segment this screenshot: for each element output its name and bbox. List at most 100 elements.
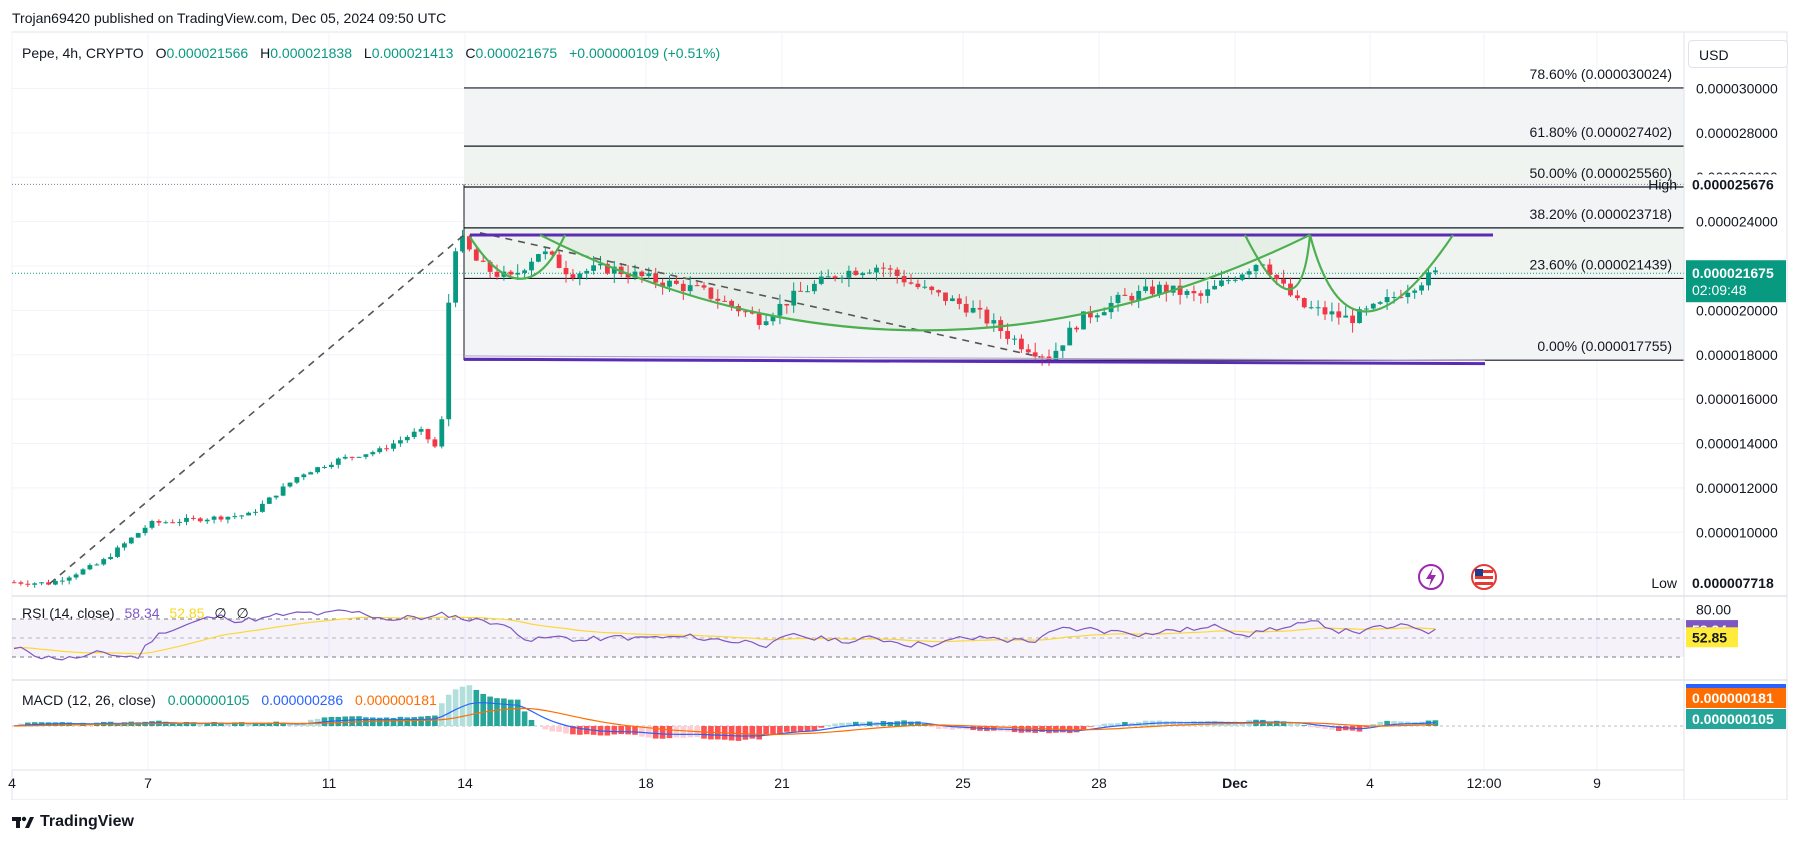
macd-legend: MACD (12, 26, close) 0.000000105 0.00000… — [22, 692, 437, 708]
candle-body — [1067, 327, 1073, 346]
high-label: High — [1648, 176, 1677, 192]
candle-body — [956, 298, 962, 304]
lightning-icon[interactable] — [1418, 564, 1444, 590]
candle-body — [1101, 312, 1107, 316]
macd-hist-bar — [749, 726, 756, 739]
signal-badge — [1686, 688, 1786, 708]
macd-hist-bar — [238, 722, 245, 726]
candle-body — [632, 271, 638, 278]
candle-body — [301, 474, 307, 478]
candle-body — [1370, 303, 1376, 309]
macd-hist-bar — [563, 726, 569, 734]
macd-hist-bar — [445, 694, 452, 726]
macd-hist-bar — [908, 721, 914, 726]
candle-body — [818, 276, 824, 284]
macd-hist-bar — [25, 722, 31, 726]
candle-body — [239, 515, 245, 517]
candle-body — [887, 268, 893, 270]
candle-body — [315, 467, 320, 473]
candle-body — [363, 454, 369, 457]
macd-hist-bar — [797, 726, 804, 732]
candle-body — [1329, 311, 1335, 315]
candle-body — [308, 472, 314, 475]
macd-hist-bar — [480, 693, 486, 726]
macd-hist-bar — [949, 726, 956, 730]
candle-body — [687, 285, 693, 292]
candle-body — [232, 516, 238, 518]
fib-zone — [464, 187, 1684, 228]
rsi-ma-text: 52.85 — [169, 605, 204, 621]
macd-hist-bar — [259, 722, 266, 726]
macd-hist-bar — [1080, 726, 1087, 730]
legend-c: 0.000021675 — [475, 45, 557, 61]
candle-body — [1377, 302, 1383, 304]
candle-body — [522, 270, 527, 273]
drawings-overlay — [49, 231, 1493, 584]
candle-body — [756, 313, 762, 325]
us-flag-icon[interactable] — [1471, 564, 1497, 590]
price-scale[interactable]: 0.0000300000.0000280000.0000260000.00002… — [1648, 32, 1786, 800]
macd-hist-bar — [1101, 723, 1107, 726]
candle-body — [398, 440, 403, 444]
signal-badge-text: 0.000000181 — [1692, 690, 1774, 706]
currency-button[interactable]: USD — [1688, 40, 1788, 68]
macd-hist-bar — [942, 726, 949, 729]
candle-body — [1039, 356, 1045, 358]
macd-hist-bar — [390, 717, 397, 726]
candle-body — [1115, 294, 1121, 303]
candle-body — [356, 456, 362, 458]
candle-body — [322, 466, 327, 468]
macd-hist-bar — [1384, 720, 1390, 726]
time-tick-label: 9 — [1593, 775, 1601, 791]
candle-body — [1081, 311, 1086, 330]
candle-body — [1025, 349, 1031, 353]
candle-body — [66, 577, 72, 581]
time-tick-label: 28 — [1091, 775, 1107, 791]
macd-hist-bar — [1122, 722, 1128, 726]
candle-body — [1212, 285, 1217, 290]
macd-hist-bar — [915, 721, 921, 726]
candle-body — [542, 251, 548, 255]
candle-body — [349, 456, 355, 458]
macd-hist-bar — [604, 726, 611, 736]
candle-body — [1433, 270, 1438, 273]
macd-hist-bar — [508, 699, 514, 726]
candle-body — [515, 272, 521, 275]
macd-hist-bar — [1308, 726, 1314, 728]
rsi-line — [13, 609, 1436, 661]
time-axis[interactable]: 4 7 11 14 18 21 25 28 Dec 4 12:00 9 — [8, 769, 1684, 791]
footer-brand[interactable]: TradingView — [12, 813, 134, 831]
candle-body — [563, 267, 569, 275]
candle-body — [115, 547, 120, 557]
macd-hist-bar — [514, 699, 521, 726]
macd-signal-text: 0.000000181 — [355, 692, 437, 708]
macd-hist-bar — [770, 726, 776, 735]
macd-hist-bar — [790, 726, 797, 732]
candle-body — [1384, 297, 1390, 303]
candle-body — [1405, 292, 1411, 298]
cup-curve — [539, 233, 1311, 332]
macd-hist-bar — [521, 711, 528, 726]
price-chart[interactable]: 78.60% (0.000030024) 61.80% (0.000027402)… — [0, 0, 1804, 800]
macd-hist-bar — [1018, 726, 1025, 733]
candle-body — [342, 456, 348, 459]
candle-body — [280, 486, 286, 496]
candle-body — [128, 537, 134, 544]
candle-body — [494, 271, 500, 277]
candle-body — [1357, 309, 1362, 324]
candle-body — [853, 270, 859, 276]
candle-body — [508, 271, 514, 275]
rsi-title: RSI (14, close) — [22, 605, 115, 621]
candle-body — [860, 273, 866, 276]
candle-body — [149, 521, 155, 528]
candle-body — [439, 419, 445, 447]
candle-body — [432, 439, 438, 447]
candle-body — [260, 503, 265, 512]
candle-body — [480, 260, 486, 262]
candle-body — [1253, 264, 1259, 272]
macd-hist-bar — [432, 715, 438, 726]
macd-hist-bar — [232, 722, 238, 726]
left-handle-curve — [469, 234, 566, 280]
macd-hist-bar — [294, 724, 300, 726]
price-tick-label: 0.000024000 — [1696, 214, 1778, 230]
